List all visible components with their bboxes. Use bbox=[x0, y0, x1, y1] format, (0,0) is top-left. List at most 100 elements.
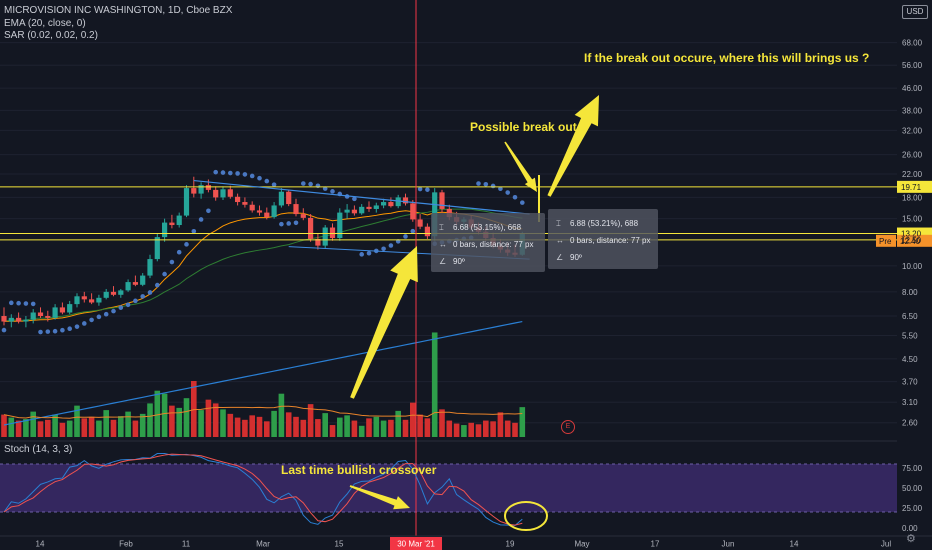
candle-body bbox=[45, 316, 51, 318]
volume-bar bbox=[66, 420, 73, 437]
bullish-crossover-text: Last time bullish crossover bbox=[281, 463, 437, 477]
volume-bar bbox=[45, 419, 51, 437]
possible-breakout-arrow bbox=[504, 141, 537, 192]
currency-label[interactable]: USD bbox=[902, 5, 928, 19]
sar-dot bbox=[242, 172, 248, 177]
crossover-circle bbox=[504, 501, 548, 531]
sar-legend[interactable]: SAR (0.02, 0.02, 0.2) bbox=[4, 30, 98, 41]
volume-bar bbox=[373, 416, 380, 437]
sar-dot bbox=[490, 183, 496, 189]
candle-body bbox=[52, 307, 58, 318]
sar-dot bbox=[82, 321, 87, 326]
sar-dot bbox=[264, 178, 270, 184]
gear-icon[interactable]: ⚙ bbox=[906, 533, 916, 545]
price-tick-label: 6.50 bbox=[902, 312, 918, 321]
sar-dot bbox=[103, 311, 109, 317]
volume-bar bbox=[278, 393, 285, 437]
ema-legend[interactable]: EMA (20, close, 0) bbox=[4, 18, 86, 29]
pre-tag-label: 12.40 bbox=[900, 237, 921, 246]
price-tick-label: 22.00 bbox=[902, 170, 923, 179]
measure-range: 6.68 (53.15%), 668 bbox=[453, 223, 522, 232]
candle-body bbox=[322, 227, 328, 246]
volume-bar bbox=[256, 416, 263, 437]
candle-body bbox=[74, 296, 80, 305]
candle-body bbox=[169, 222, 175, 226]
distance-icon: ↔ bbox=[439, 240, 447, 249]
candle-body bbox=[395, 197, 401, 207]
angle-icon: ∠ bbox=[556, 253, 564, 262]
candle-body bbox=[402, 197, 409, 204]
volume-bar bbox=[410, 402, 416, 437]
time-tick-label: 30 Mar '21 bbox=[397, 540, 435, 549]
candle-body bbox=[30, 312, 36, 320]
sar-dot bbox=[286, 221, 292, 226]
stoch-legend[interactable]: Stoch (14, 3, 3) bbox=[4, 444, 73, 455]
stoch-tick-label: 0.00 bbox=[902, 524, 918, 533]
time-tick-label: 15 bbox=[335, 540, 344, 549]
sar-dot bbox=[381, 246, 386, 252]
possible-breakout-text: Possible break out bbox=[470, 120, 577, 134]
measure-angle: 90º bbox=[453, 257, 465, 266]
sar-dot bbox=[74, 324, 80, 329]
price-tick-label: 15.00 bbox=[902, 215, 923, 224]
price-tick-label: 10.00 bbox=[902, 262, 923, 271]
date-highlight bbox=[390, 537, 442, 550]
candle-body bbox=[220, 189, 226, 198]
crossover-arrow bbox=[349, 485, 410, 510]
candle-body bbox=[198, 185, 204, 194]
stoch-band bbox=[0, 464, 897, 512]
candle-body bbox=[110, 291, 117, 295]
candle-body bbox=[278, 191, 284, 206]
symbol-legend[interactable]: MICROVISION INC WASHINGTON, 1D, Cboe BZX bbox=[4, 5, 233, 16]
candle-body bbox=[8, 317, 14, 322]
candle-body bbox=[183, 188, 190, 216]
volume-bar bbox=[125, 411, 131, 437]
distance-icon: ↔ bbox=[556, 236, 564, 245]
measure-tooltip-2: ⌶ 6.88 (53.21%), 688 ↔ 0 bars, distance: 7… bbox=[548, 209, 658, 269]
price-tick-label: 3.10 bbox=[902, 398, 918, 407]
volume-bar bbox=[417, 414, 423, 437]
volume-bar bbox=[490, 421, 496, 437]
candle-body bbox=[359, 206, 365, 214]
volume-bar bbox=[504, 420, 511, 437]
breakout-question-text: If the break out occure, where this will… bbox=[584, 51, 870, 65]
volume-bar bbox=[234, 417, 241, 437]
sar-dot bbox=[67, 326, 72, 332]
volume-bar bbox=[307, 404, 314, 437]
candle-body bbox=[329, 227, 336, 239]
candle-body bbox=[37, 312, 44, 317]
volume-bar bbox=[169, 405, 175, 437]
candle-body bbox=[191, 188, 197, 194]
price-tick-label: 3.70 bbox=[902, 378, 918, 387]
sar-dot bbox=[60, 327, 65, 333]
volume-bar bbox=[1, 414, 7, 437]
volume-average-line bbox=[3, 405, 523, 419]
volume-bar bbox=[300, 419, 307, 437]
time-tick-label: Feb bbox=[119, 540, 133, 549]
volume-bar bbox=[96, 420, 102, 437]
earnings-marker[interactable]: E bbox=[561, 420, 575, 434]
volume-bar bbox=[8, 417, 15, 437]
candle-body bbox=[264, 212, 270, 218]
pre-tag bbox=[897, 234, 932, 247]
big-up-arrow bbox=[350, 246, 418, 399]
volume-bar bbox=[264, 421, 270, 437]
volume-bar bbox=[191, 381, 197, 437]
volume-bar bbox=[285, 412, 292, 437]
pre-tag-label: Pre bbox=[879, 237, 892, 246]
volume-bar bbox=[110, 419, 117, 437]
angle-icon: ∠ bbox=[439, 257, 447, 266]
sar-dot bbox=[45, 329, 51, 334]
pre-tag bbox=[876, 234, 896, 247]
sar-dot bbox=[220, 170, 226, 175]
candle-body bbox=[125, 282, 131, 291]
sar-dot bbox=[483, 181, 489, 187]
candle-body bbox=[23, 319, 29, 322]
candle-body bbox=[67, 304, 73, 313]
measure-tooltip-1: ⌶ 6.68 (53.15%), 668 ↔ 0 bars, distance: 7… bbox=[431, 213, 545, 272]
sar-dot bbox=[322, 186, 328, 191]
range-icon: ⌶ bbox=[439, 223, 444, 232]
candle-body bbox=[256, 210, 263, 213]
candle-body bbox=[308, 217, 314, 239]
